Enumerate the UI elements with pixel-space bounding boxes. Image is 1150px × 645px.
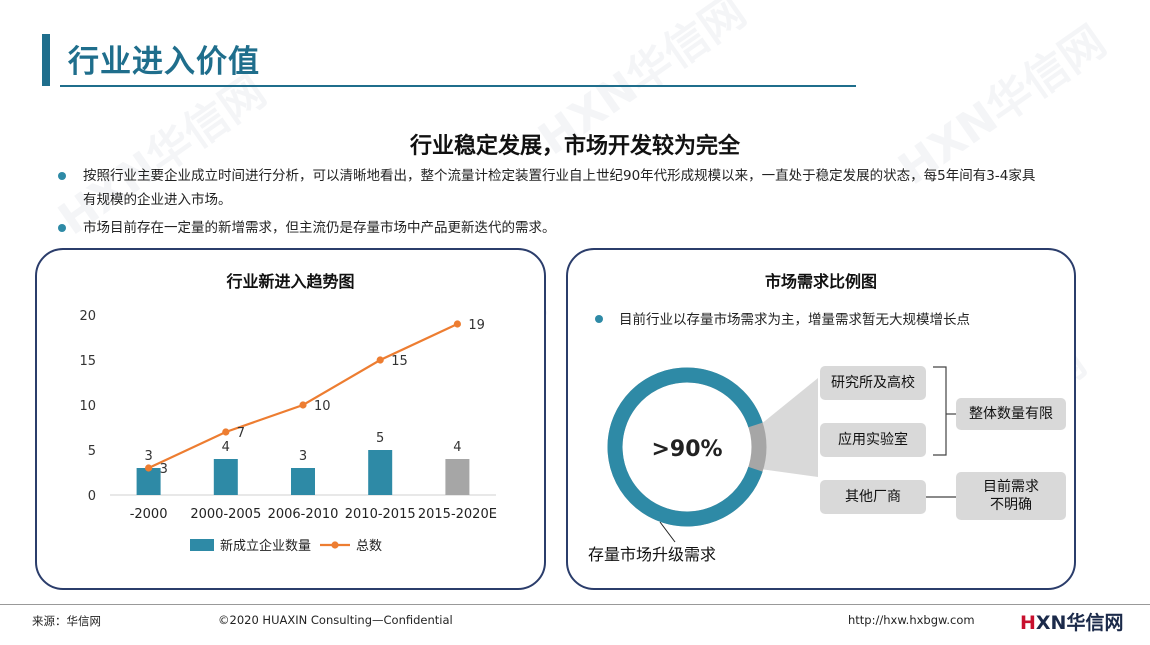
bullet-dot-icon <box>58 224 66 232</box>
footer-divider <box>0 604 1150 605</box>
footer-source: 来源：华信网 <box>32 614 101 628</box>
bullet-text: 按照行业主要企业成立时间进行分析，可以清晰地看出，整个流量计检定装置行业自上世纪… <box>83 168 1036 208</box>
footer-copyright: ©2020 HUAXIN Consulting—Confidential <box>218 613 453 627</box>
source-box-institutes: 研究所及高校 <box>820 366 926 400</box>
page-title: 行业进入价值 <box>68 44 260 80</box>
source-box-labs: 应用实验室 <box>820 423 926 457</box>
bullet-dot-icon <box>58 172 66 180</box>
result-box-unclear: 目前需求 不明确 <box>956 472 1066 520</box>
demand-ratio-title: 市场需求比例图 <box>764 272 877 291</box>
bullet-item: 市场目前存在一定量的新增需求，但主流仍是存量市场中产品更新迭代的需求。 <box>58 216 1048 240</box>
title-accent-bar <box>42 34 50 86</box>
footer-url[interactable]: http://hxw.hxbgw.com <box>848 613 975 627</box>
page-subtitle: 行业稳定发展，市场开发较为完全 <box>409 134 740 159</box>
trend-chart-title: 行业新进入趋势图 <box>226 272 355 291</box>
brand-logo: HXN华信网 <box>1020 612 1124 634</box>
result-box-limited: 整体数量有限 <box>956 398 1066 430</box>
demand-bullet: 目前行业以存量市场需求为主，增量需求暂无大规模增长点 <box>595 308 970 328</box>
bullet-text: 市场目前存在一定量的新增需求，但主流仍是存量市场中产品更新迭代的需求。 <box>83 220 556 236</box>
title-underline <box>60 85 856 87</box>
source-box-others: 其他厂商 <box>820 480 926 514</box>
trend-chart-panel: 行业新进入趋势图 <box>35 248 546 590</box>
demand-bullet-text: 目前行业以存量市场需求为主，增量需求暂无大规模增长点 <box>619 312 970 328</box>
bullet-item: 按照行业主要企业成立时间进行分析，可以清晰地看出，整个流量计检定装置行业自上世纪… <box>58 164 1048 212</box>
bullet-dot-icon <box>595 315 603 323</box>
